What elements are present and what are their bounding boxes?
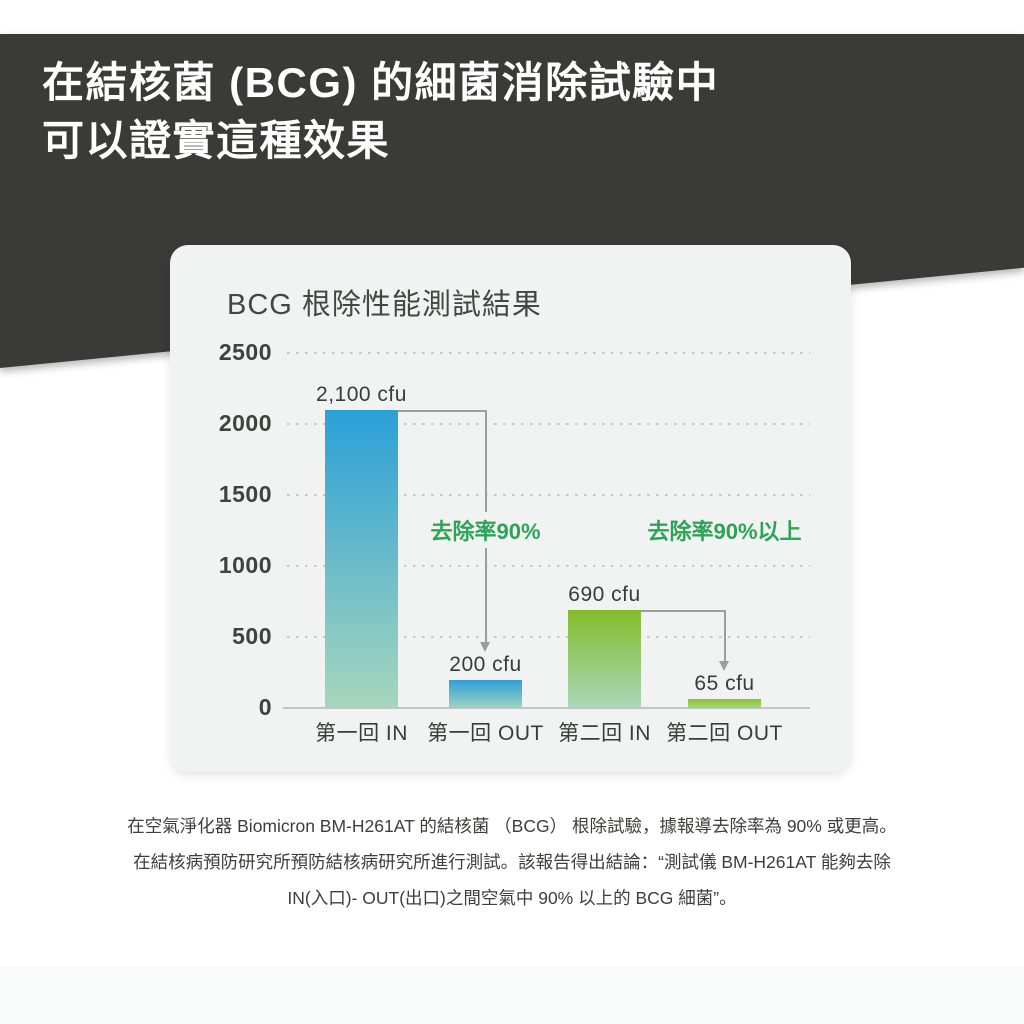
bar-3 xyxy=(568,610,641,708)
bar-1 xyxy=(325,410,398,708)
page-title-line-2: 可以證實這種效果 xyxy=(42,117,391,164)
x-axis-category-label: 第一回 OUT xyxy=(427,722,544,745)
x-axis-line xyxy=(283,707,810,709)
y-axis-tick-label: 1000 xyxy=(218,552,272,578)
bar-value-label: 65 cfu xyxy=(694,672,755,695)
y-axis-tick-label: 0 xyxy=(258,694,272,720)
page-title-line-1: 在結核菌 (BCG) 的細菌消除試驗中 xyxy=(42,59,720,106)
x-axis-category-label: 第二回 IN xyxy=(558,722,651,745)
arrow-head-down-icon xyxy=(480,642,490,652)
footer-line-3: IN(入口)- OUT(出口)之間空氣中 90% 以上的 BCG 細菌”。 xyxy=(287,888,737,908)
page-title: 在結核菌 (BCG) 的細菌消除試驗中 可以證實這種效果 xyxy=(42,54,719,170)
removal-rate-annotation: 去除率90% xyxy=(426,512,545,548)
footer-line-2: 在結核病預防研究所預防結核病研究所進行測試。該報告得出結論：“測試儀 BM-H2… xyxy=(133,852,891,872)
y-axis-tick-label: 2500 xyxy=(218,339,272,365)
bar-value-label: 690 cfu xyxy=(568,583,641,606)
footer-description: 在空氣淨化器 Biomicron BM-H261AT 的結核菌 （BCG） 根除… xyxy=(0,808,1024,916)
arrow-horizontal-line xyxy=(641,610,726,612)
bar-value-label: 200 cfu xyxy=(449,653,522,676)
removal-rate-annotation: 去除率90%以上 xyxy=(643,512,806,548)
bottom-strip xyxy=(0,966,1024,1024)
chart-title: BCG 根除性能測試結果 xyxy=(227,289,542,321)
arrow-vertical-line xyxy=(723,610,726,661)
y-gridline xyxy=(287,565,810,567)
footer-line-1: 在空氣淨化器 Biomicron BM-H261AT 的結核菌 （BCG） 根除… xyxy=(127,816,897,836)
y-gridline xyxy=(287,494,810,496)
y-axis-tick-label: 1500 xyxy=(218,481,272,507)
bar-value-label: 2,100 cfu xyxy=(316,383,407,406)
x-axis-category-label: 第一回 IN xyxy=(315,722,408,745)
arrow-horizontal-line xyxy=(398,410,487,412)
y-gridline xyxy=(287,636,810,638)
y-axis-tick-label: 500 xyxy=(232,623,272,649)
bcg-bar-chart: 0 500 1000 1500 2000 2500 2,100 cfu 第一回 IN 200 c… xyxy=(170,245,851,772)
bar-4 xyxy=(688,699,761,708)
bar-2 xyxy=(449,680,522,708)
y-gridline xyxy=(287,352,810,354)
arrow-head-down-icon xyxy=(719,661,729,671)
chart-card: BCG 根除性能測試結果 0 500 1000 1500 2000 2500 2,100 c… xyxy=(170,245,851,772)
y-gridline xyxy=(287,423,810,425)
y-axis-tick-label: 2000 xyxy=(218,410,272,436)
x-axis-category-label: 第二回 OUT xyxy=(666,722,783,745)
